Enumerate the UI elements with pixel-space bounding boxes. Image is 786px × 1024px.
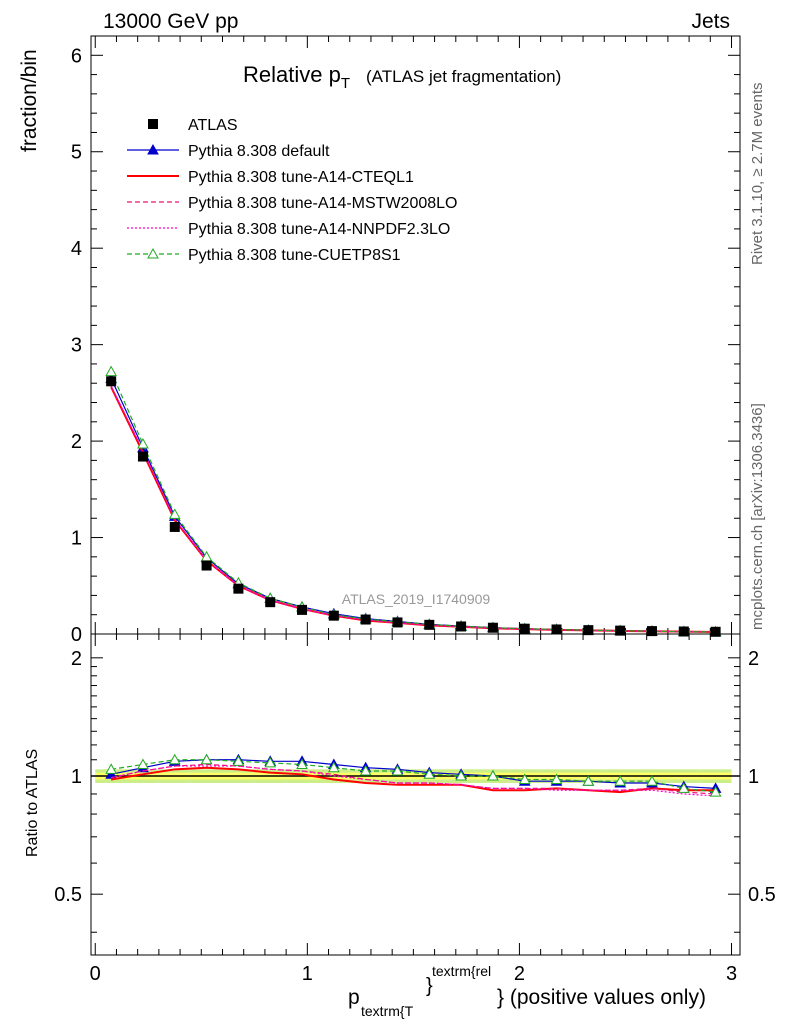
legend-label: Pythia 8.308 default — [188, 143, 330, 160]
ratio-line — [111, 759, 716, 789]
legend: ATLAS Pythia 8.308 default Pythia 8.308 tu… — [127, 117, 457, 264]
ratio-marker — [327, 761, 340, 773]
y-tick-label: 4 — [71, 238, 82, 260]
xlabel-tail: } (positive values only) — [497, 986, 706, 1009]
legend-label: Pythia 8.308 tune-CUETP8S1 — [188, 247, 401, 264]
y-tick-label: 3 — [71, 335, 82, 357]
data-point — [233, 583, 244, 594]
x-tick-label: 0 — [90, 963, 101, 985]
ratio-marker — [264, 756, 277, 768]
legend-marker — [147, 247, 159, 259]
x-tick-label: 1 — [302, 963, 313, 985]
series-marker — [168, 508, 181, 519]
ratio-marker — [487, 769, 499, 781]
y-tick-label: 2 — [748, 648, 759, 670]
y-tick-label: 2 — [71, 648, 82, 670]
rivet-label: Rivet 3.1.10, ≥ 2.7M events — [749, 83, 766, 266]
title-main: Relative p — [243, 62, 341, 87]
x-axis-label: p textrm{T } textrm{rel } (positive valu… — [348, 963, 706, 1019]
ratio-marker — [550, 773, 563, 784]
ratio-line — [110, 766, 716, 794]
xlabel-p: p — [348, 986, 360, 1009]
series-line — [110, 385, 716, 633]
plot-title: Relative pT (ATLAS jet fragmentation) — [243, 62, 561, 92]
data-point — [615, 625, 626, 636]
data-point — [392, 617, 403, 628]
svg-text:Relative pT: Relative pT — [243, 62, 350, 92]
data-point — [487, 622, 498, 633]
title-sub: T — [341, 75, 350, 92]
data-point — [519, 623, 530, 634]
y-tick-label: 1 — [71, 766, 82, 788]
svg-text:p: p — [348, 986, 360, 1009]
ratio-marker — [391, 764, 404, 776]
ratio-marker — [455, 769, 467, 781]
ratio-marker — [582, 775, 595, 786]
data-point — [678, 626, 689, 637]
y-tick-label: 2 — [71, 431, 82, 453]
ratio-marker — [359, 764, 372, 776]
ratio-marker — [646, 775, 658, 786]
mcplots-label: mcplots.cern.ch [arXiv:1306.3436] — [749, 403, 766, 630]
data-point — [710, 626, 721, 637]
data-point — [424, 619, 435, 630]
header-left: 13000 GeV pp — [103, 10, 238, 33]
y-tick-label: 5 — [71, 142, 82, 164]
y-tick-label: 1 — [748, 766, 759, 788]
y-tick-label: 0.5 — [748, 884, 776, 906]
ratio-marker — [232, 755, 245, 766]
y-tick-label: 0.5 — [54, 884, 82, 906]
ratio-marker — [105, 763, 117, 774]
legend-label: Pythia 8.308 tune-A14-MSTW2008LO — [188, 195, 457, 212]
header-right: Jets — [691, 10, 730, 33]
ratio-marker — [423, 768, 436, 779]
ratio-marker — [518, 773, 531, 784]
legend-marker — [147, 143, 159, 155]
ratio-marker — [677, 782, 690, 793]
data-point — [297, 604, 308, 615]
ratio-marker — [614, 775, 627, 786]
xlabel-brace: } — [426, 975, 433, 997]
data-point — [265, 597, 276, 608]
ratio-panel: 0 1 2 3 0.5 0.5 1 1 2 2 — [54, 633, 776, 985]
series-marker — [137, 437, 149, 449]
ratio-line — [111, 759, 716, 793]
y-tick-label: 1 — [71, 528, 82, 550]
ratio-frame — [90, 633, 741, 956]
data-point — [201, 560, 212, 571]
legend-label: Pythia 8.308 tune-A14-NNPDF2.3LO — [188, 221, 450, 238]
y-tick-label: 6 — [71, 45, 82, 67]
title-suffix: (ATLAS jet fragmentation) — [366, 67, 561, 86]
ratio-marker — [296, 758, 308, 769]
xlabel-sup: textrm{rel — [432, 963, 491, 979]
ratio-line — [111, 765, 716, 797]
data-point — [551, 624, 562, 635]
xlabel-sub: textrm{T — [361, 1003, 414, 1019]
legend-label: Pythia 8.308 tune-A14-CTEQL1 — [188, 169, 414, 186]
data-point — [360, 614, 371, 625]
data-point — [106, 376, 117, 387]
series-marker — [105, 365, 117, 377]
ratio-marker — [137, 758, 149, 769]
ratio-marker — [168, 753, 181, 765]
bottom-y-axis-label: Ratio to ATLAS — [24, 749, 41, 857]
x-tick-label: 2 — [514, 963, 525, 985]
data-point — [328, 610, 339, 621]
main-panel: 0 1 2 3 4 5 6 — [71, 35, 741, 646]
data-point — [456, 621, 467, 632]
top-y-axis-label: fraction/bin — [18, 49, 41, 152]
data-point — [137, 451, 148, 462]
analysis-watermark: ATLAS_2019_I1740909 — [342, 591, 491, 607]
y-tick-label: 0 — [71, 624, 82, 646]
data-point — [169, 521, 180, 532]
x-tick-label: 3 — [726, 963, 737, 985]
legend-label: ATLAS — [188, 117, 238, 134]
data-point — [583, 625, 594, 636]
legend-marker — [148, 119, 158, 129]
ratio-marker — [709, 786, 722, 797]
data-point — [646, 626, 657, 637]
ratio-marker — [200, 753, 213, 765]
